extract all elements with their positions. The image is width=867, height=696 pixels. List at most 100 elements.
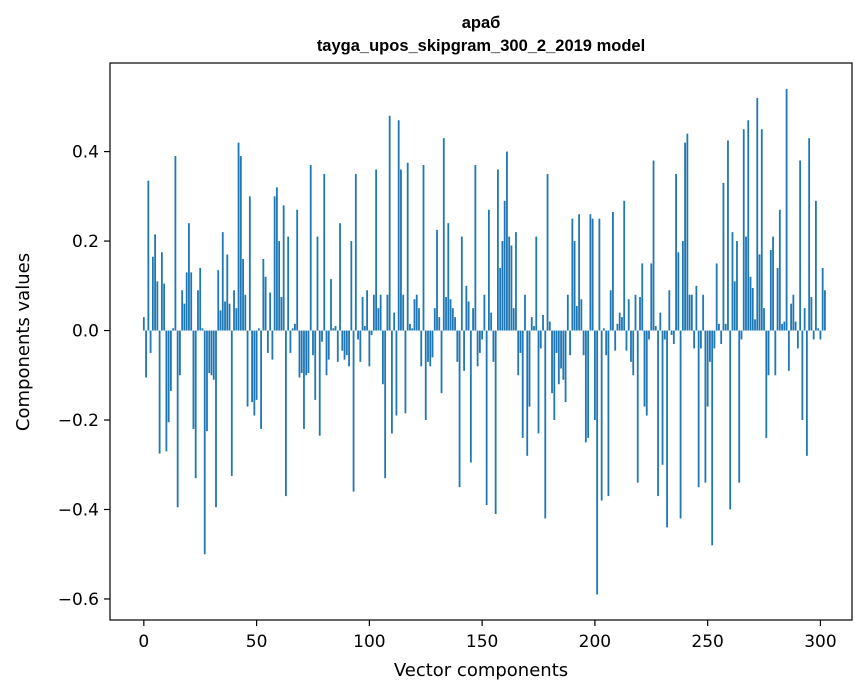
bar-190: [571, 218, 574, 331]
bar-262: [733, 281, 736, 331]
bar-155: [492, 330, 495, 362]
bar-40: [233, 290, 235, 331]
bar-209: [614, 330, 617, 351]
bar-176: [539, 330, 542, 349]
bar-103: [375, 169, 378, 331]
bar-253: [713, 330, 716, 349]
x-tick-label: 150: [466, 632, 498, 652]
bar-225: [650, 263, 653, 331]
bar-129: [433, 308, 436, 331]
bar-240: [684, 142, 686, 331]
bar-149: [478, 330, 481, 353]
x-tick-label: 50: [246, 632, 268, 652]
bar-151: [483, 294, 486, 331]
bar-186: [562, 330, 565, 380]
bar-229: [659, 312, 662, 331]
bar-174: [535, 236, 538, 331]
bar-205: [605, 330, 608, 356]
bar-175: [537, 330, 540, 434]
bar-142: [463, 330, 465, 371]
bar-99: [366, 290, 368, 331]
bar-143: [465, 285, 468, 331]
bar-180: [548, 321, 551, 331]
bar-2: [147, 180, 150, 331]
bar-53: [262, 258, 265, 331]
bar-75: [312, 330, 314, 356]
bar-79: [321, 330, 323, 342]
bar-64: [287, 236, 290, 331]
y-tick-label: 0.2: [72, 232, 99, 252]
bar-261: [731, 232, 734, 331]
bar-269: [749, 276, 752, 331]
bar-231: [663, 330, 666, 340]
bar-230: [661, 330, 664, 465]
bar-157: [497, 169, 499, 331]
bar-202: [598, 218, 601, 331]
bar-118: [409, 323, 411, 331]
bar-67: [294, 323, 296, 331]
bar-295: [808, 138, 811, 331]
bar-69: [298, 330, 301, 378]
bar-97: [361, 296, 364, 331]
x-axis-ticks: 0 50 100 150 200 250 300: [138, 620, 837, 652]
bar-12: [169, 330, 172, 391]
bar-217: [632, 330, 635, 376]
bar-246: [697, 330, 700, 488]
bar-120: [413, 299, 416, 331]
bar-125: [424, 330, 427, 421]
bar-288: [792, 294, 795, 331]
bar-256: [720, 330, 723, 344]
plot-frame: [109, 62, 853, 621]
x-tick-label: 0: [138, 632, 149, 652]
bar-272: [756, 97, 759, 331]
bar-241: [686, 133, 689, 331]
y-axis-ticks: −0.6 −0.4 −0.2 0.0 0.2 0.4: [58, 143, 110, 610]
bar-84: [332, 328, 335, 331]
x-tick-label: 100: [353, 632, 385, 652]
bar-17: [181, 290, 184, 331]
x-tick-label: 200: [579, 632, 611, 652]
bar-141: [460, 236, 463, 331]
bar-144: [467, 301, 470, 331]
bar-10: [165, 330, 168, 452]
bar-146: [472, 308, 474, 331]
bar-88: [341, 330, 344, 351]
bar-221: [641, 263, 644, 331]
bar-208: [612, 211, 614, 331]
bar-8: [160, 252, 163, 331]
bar-270: [751, 288, 754, 331]
bar-237: [677, 252, 680, 331]
bar-182: [553, 330, 556, 421]
bar-201: [596, 330, 599, 595]
bar-280: [774, 330, 777, 376]
bar-297: [812, 330, 815, 340]
bar-249: [704, 330, 707, 483]
bar-276: [765, 330, 768, 438]
bar-243: [690, 294, 693, 331]
bar-5: [154, 234, 156, 331]
bar-150: [481, 330, 484, 340]
bar-36: [224, 301, 226, 331]
bar-98: [363, 326, 366, 331]
bar-233: [668, 290, 671, 331]
bar-23: [194, 330, 197, 479]
bar-133: [442, 138, 445, 331]
bar-61: [280, 296, 283, 331]
chart-title-line2: tayga_upos_skipgram_300_2_2019 model: [317, 37, 645, 55]
bar-122: [418, 308, 420, 331]
bar-192: [575, 305, 578, 331]
bar-39: [230, 330, 233, 476]
bar-90: [345, 330, 348, 356]
bar-51: [257, 328, 260, 331]
bar-112: [395, 330, 398, 416]
bar-227: [654, 326, 657, 331]
bar-63: [285, 330, 287, 497]
bar-110: [391, 330, 393, 434]
bar-3: [149, 330, 152, 353]
bar-278: [769, 250, 772, 331]
bar-137: [451, 308, 454, 331]
bar-181: [551, 330, 553, 394]
bar-164: [512, 308, 515, 331]
bar-49: [253, 330, 256, 416]
bar-257: [722, 182, 725, 331]
